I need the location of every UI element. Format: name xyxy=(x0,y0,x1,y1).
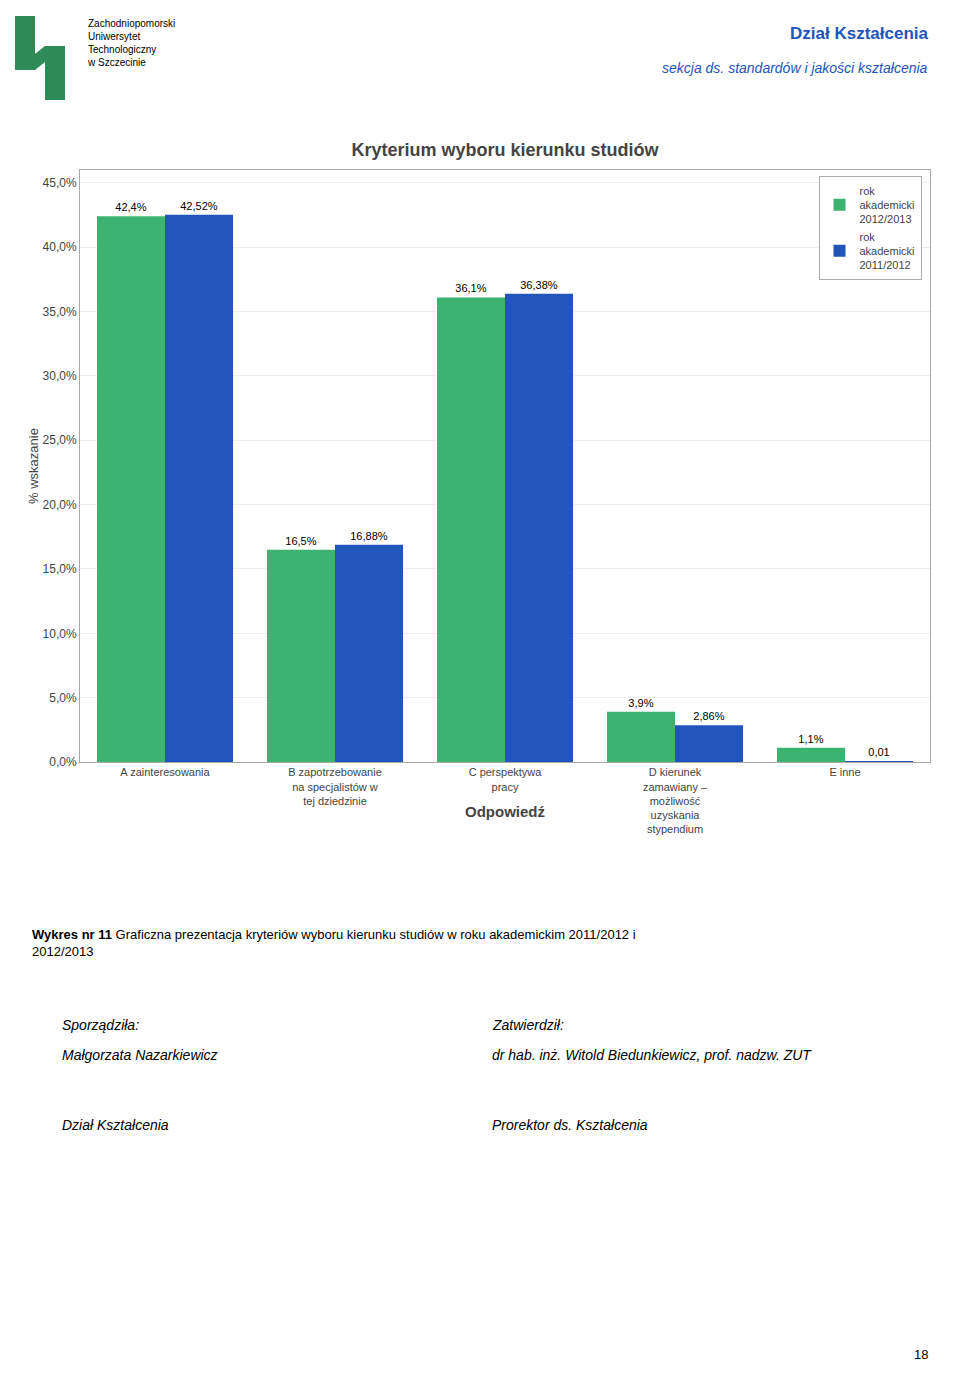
svg-text:Prorektor ds. Kształcenia: Prorektor ds. Kształcenia xyxy=(492,1117,648,1133)
svg-text:35,0%: 35,0% xyxy=(43,305,77,319)
svg-text:3,9%: 3,9% xyxy=(628,697,653,709)
svg-text:1,1%: 1,1% xyxy=(798,733,823,745)
svg-text:dr hab. inż. Witold Biedunkiew: dr hab. inż. Witold Biedunkiewicz, prof.… xyxy=(492,1047,812,1063)
svg-text:sekcja ds. standardów i jakośc: sekcja ds. standardów i jakości kształce… xyxy=(662,60,928,76)
svg-text:2,86%: 2,86% xyxy=(693,710,724,722)
svg-text:5,0%: 5,0% xyxy=(49,691,77,705)
svg-text:15,0%: 15,0% xyxy=(43,562,77,576)
svg-text:30,0%: 30,0% xyxy=(43,369,77,383)
svg-text:B zapotrzebowaniena specjalist: B zapotrzebowaniena specjalistów wtej dz… xyxy=(288,766,382,807)
svg-text:Wykres nr 11 Graficzna prezent: Wykres nr 11 Graficzna prezentacja kryte… xyxy=(32,927,636,959)
svg-text:36,1%: 36,1% xyxy=(455,282,486,294)
svg-text:42,52%: 42,52% xyxy=(180,200,218,212)
svg-text:D kierunekzamawiany –możliwość: D kierunekzamawiany –możliwośćuzyskanias… xyxy=(643,766,708,835)
svg-text:rokakademicki2012/2013: rokakademicki2012/2013 xyxy=(860,185,915,226)
svg-text:Odpowiedź: Odpowiedź xyxy=(465,803,545,820)
svg-text:16,88%: 16,88% xyxy=(350,530,388,542)
svg-text:10,0%: 10,0% xyxy=(43,627,77,641)
svg-text:18: 18 xyxy=(914,1347,928,1362)
svg-text:Dział Kształcenia: Dział Kształcenia xyxy=(62,1117,169,1133)
svg-text:Dział Kształcenia: Dział Kształcenia xyxy=(790,24,928,43)
svg-text:25,0%: 25,0% xyxy=(43,433,77,447)
svg-text:C perspektywapracy: C perspektywapracy xyxy=(469,766,543,792)
svg-text:Zatwierdził:: Zatwierdził: xyxy=(492,1017,564,1033)
svg-text:45,0%: 45,0% xyxy=(43,176,77,190)
svg-text:40,0%: 40,0% xyxy=(43,240,77,254)
svg-text:42,4%: 42,4% xyxy=(115,201,146,213)
svg-text:rokakademicki2011/2012: rokakademicki2011/2012 xyxy=(860,231,915,272)
svg-text:Małgorzata Nazarkiewicz: Małgorzata Nazarkiewicz xyxy=(62,1047,218,1063)
svg-text:E inne: E inne xyxy=(829,766,860,778)
svg-text:16,5%: 16,5% xyxy=(285,535,316,547)
svg-text:0,01: 0,01 xyxy=(868,746,889,758)
svg-text:Kryterium wyboru kierunku stud: Kryterium wyboru kierunku studiów xyxy=(351,140,659,160)
svg-text:0,0%: 0,0% xyxy=(49,755,77,769)
svg-text:% wskazanie: % wskazanie xyxy=(26,428,41,504)
svg-text:ZachodniopomorskiUniwersytetTe: ZachodniopomorskiUniwersytetTechnologicz… xyxy=(87,18,175,68)
svg-text:Sporządziła:: Sporządziła: xyxy=(62,1017,139,1033)
svg-text:20,0%: 20,0% xyxy=(43,498,77,512)
svg-text:36,38%: 36,38% xyxy=(520,279,558,291)
svg-text:A zainteresowania: A zainteresowania xyxy=(120,766,210,778)
